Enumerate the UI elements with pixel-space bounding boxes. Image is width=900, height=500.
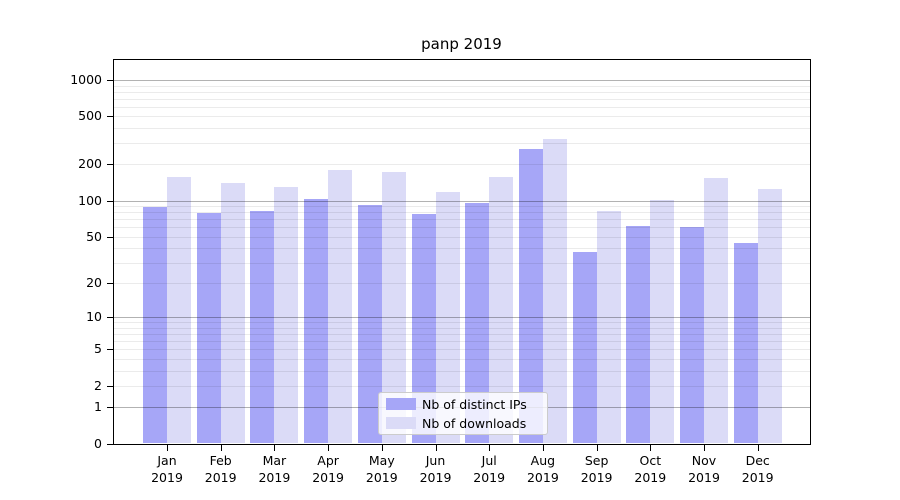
x-tick-label-mar: Mar 2019 [258, 452, 291, 485]
x-tick-label-jan: Jan 2019 [151, 452, 183, 485]
gridline-minor-40 [114, 248, 810, 250]
bar-downloads-oct [650, 200, 675, 443]
gridline-minor-70 [114, 219, 810, 221]
gridline-minor-7 [114, 334, 810, 336]
bar-distinct-ips-mar [250, 211, 275, 443]
y-tick-label-0: 0 [94, 435, 102, 451]
chart-title: panp 2019 [421, 35, 502, 53]
x-tick-label-oct: Oct 2019 [634, 452, 667, 485]
y-tick-mark-10 [107, 317, 113, 319]
y-tick-label-10: 10 [86, 309, 102, 325]
gridline-minor-50 [114, 236, 810, 238]
x-tick-label-may: May 2019 [365, 452, 398, 485]
bar-distinct-ips-jan [143, 207, 167, 443]
x-tick-mark-jan [167, 444, 168, 451]
bar-downloads-jan [167, 177, 191, 443]
gridline-minor-600 [114, 106, 810, 108]
y-tick-label-500: 500 [78, 108, 102, 124]
x-tick-mark-nov [704, 444, 705, 451]
y-tick-label-1: 1 [94, 399, 102, 415]
x-tick-label-jun: Jun 2019 [419, 452, 452, 485]
x-tick-mark-may [381, 444, 383, 451]
gridline-minor-8 [114, 327, 810, 329]
legend-item-distinct-ips: Nb of distinct IPs [379, 396, 547, 413]
gridline-minor-3 [114, 370, 810, 372]
x-tick-mark-jun [435, 444, 437, 451]
x-tick-mark-dec [757, 444, 759, 451]
gridline-minor-800 [114, 91, 810, 93]
bar-distinct-ips-oct [626, 226, 651, 443]
y-tick-mark-100 [107, 200, 113, 202]
gridline-minor-900 [114, 85, 810, 87]
x-tick-mark-apr [328, 444, 330, 451]
bar-distinct-ips-feb [196, 212, 221, 443]
y-tick-mark-20 [107, 283, 113, 285]
legend-label: Nb of downloads [422, 416, 527, 431]
gridline-minor-80 [114, 212, 810, 214]
gridline-minor-400 [114, 128, 810, 130]
bar-distinct-ips-nov [680, 227, 704, 443]
y-tick-label-50: 50 [86, 228, 102, 244]
gridline-minor-30 [114, 262, 810, 264]
gridline-minor-90 [114, 206, 810, 208]
gridline-major-100 [114, 200, 810, 202]
gridline-major-10 [114, 317, 810, 319]
bar-distinct-ips-sep [572, 252, 597, 443]
bar-downloads-apr [328, 169, 353, 443]
bar-downloads-mar [274, 187, 299, 443]
y-tick-mark-0 [107, 443, 113, 445]
x-tick-label-dec: Dec 2019 [741, 452, 774, 485]
bar-distinct-ips-apr [304, 198, 329, 443]
bar-downloads-sep [596, 211, 621, 443]
y-tick-label-200: 200 [78, 156, 102, 172]
y-tick-mark-1000 [107, 79, 113, 81]
x-tick-label-jul: Jul 2019 [473, 452, 506, 485]
x-tick-mark-sep [596, 444, 598, 451]
bar-distinct-ips-may [357, 205, 382, 443]
y-tick-mark-500 [107, 116, 113, 118]
x-tick-mark-aug [542, 444, 544, 451]
gridline-minor-6 [114, 341, 810, 343]
bar-distinct-ips-dec [733, 243, 758, 443]
gridline-minor-60 [114, 227, 810, 229]
x-tick-mark-jul [489, 444, 491, 451]
y-tick-label-100: 100 [78, 192, 102, 208]
gridline-minor-4 [114, 358, 810, 360]
gridline-minor-700 [114, 98, 810, 100]
legend-swatch-distinct-ips [386, 398, 416, 410]
x-tick-mark-oct [650, 444, 652, 451]
y-tick-mark-5 [107, 349, 113, 351]
x-tick-mark-mar [274, 444, 276, 451]
y-tick-mark-1 [107, 407, 113, 409]
legend: Nb of distinct IPs Nb of downloads [378, 392, 548, 435]
y-tick-mark-50 [107, 236, 113, 238]
y-tick-label-1000: 1000 [70, 71, 102, 87]
gridline-minor-5 [114, 349, 810, 351]
gridline-minor-2 [114, 385, 810, 387]
gridline-major-1000 [114, 79, 810, 81]
y-tick-mark-200 [107, 164, 113, 166]
legend-item-downloads: Nb of downloads [379, 415, 547, 432]
y-tick-mark-2 [107, 385, 113, 387]
y-tick-label-5: 5 [94, 341, 102, 357]
x-tick-label-feb: Feb 2019 [204, 452, 237, 485]
y-tick-label-20: 20 [86, 275, 102, 291]
gridline-minor-500 [114, 116, 810, 118]
gridline-minor-300 [114, 143, 810, 145]
bar-downloads-nov [704, 178, 728, 443]
x-tick-label-nov: Nov 2019 [688, 452, 720, 485]
legend-swatch-downloads [386, 417, 416, 429]
x-tick-mark-feb [220, 444, 222, 451]
gridline-minor-9 [114, 322, 810, 324]
x-tick-label-aug: Aug 2019 [526, 452, 559, 485]
gridline-minor-200 [114, 164, 810, 166]
x-tick-label-apr: Apr 2019 [312, 452, 344, 485]
gridline-minor-20 [114, 283, 810, 285]
x-tick-label-sep: Sep 2019 [580, 452, 613, 485]
legend-label: Nb of distinct IPs [422, 397, 527, 412]
bar-downloads-dec [757, 188, 782, 443]
y-tick-label-2: 2 [94, 377, 102, 393]
bar-downloads-feb [220, 183, 245, 443]
